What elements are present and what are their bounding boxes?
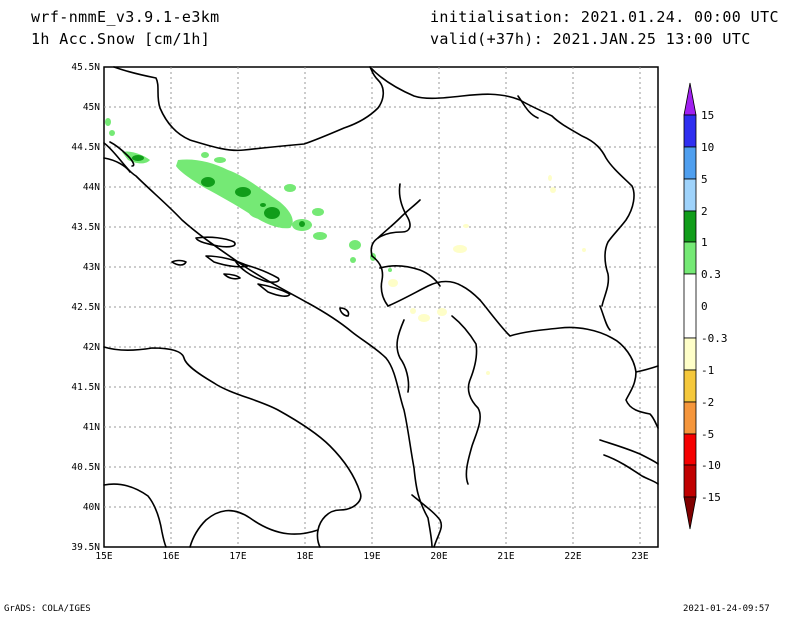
valid-time: valid(+37h): 2021.JAN.25 13:00 UTC	[430, 30, 751, 48]
colorbar-swatch	[683, 273, 697, 339]
init-time: initialisation: 2021.01.24. 00:00 UTC	[430, 8, 779, 26]
colorbar-labels: 15 10 5 2 1 0.3 0 -0.3 -1 -2 -5 -10 -15	[701, 109, 728, 504]
colorbar-label: -5	[701, 428, 714, 441]
latitude-labels: 45.5N 45N 44.5N 44N 43.5N 43N 42.5N 42N …	[71, 62, 100, 553]
colorbar-cap-bottom	[683, 496, 697, 530]
lat-label: 45N	[83, 102, 100, 113]
lon-label: 16E	[162, 551, 179, 562]
lon-label: 23E	[631, 551, 648, 562]
lon-label: 17E	[229, 551, 246, 562]
lat-label: 42N	[83, 342, 100, 353]
colorbar-label: -15	[701, 491, 721, 504]
field-title: 1h Acc.Snow [cm/1h]	[31, 30, 211, 48]
colorbar-swatch	[683, 401, 697, 435]
colorbar-swatch	[683, 146, 697, 180]
colorbar-label: 0	[701, 300, 708, 313]
colorbar-cap-top	[683, 82, 697, 116]
lat-label: 44.5N	[71, 142, 100, 153]
colorbar-label: -0.3	[701, 332, 728, 345]
lon-label: 22E	[564, 551, 581, 562]
colorbar-swatch	[683, 114, 697, 148]
lat-label: 43N	[83, 262, 100, 273]
colorbar-swatch	[683, 210, 697, 243]
model-title: wrf-nmmE_v3.9.1-e3km	[31, 8, 220, 26]
generated-timestamp: 2021-01-24-09:57	[683, 604, 770, 614]
colorbar-label: 1	[701, 236, 708, 249]
colorbar-swatch	[683, 178, 697, 212]
lat-label: 39.5N	[71, 542, 100, 553]
colorbar-label: 15	[701, 109, 714, 122]
colorbar-label: 0.3	[701, 268, 721, 281]
snow-accumulation	[105, 118, 392, 272]
lat-label: 41.5N	[71, 382, 100, 393]
lon-label: 18E	[296, 551, 313, 562]
colorbar-label: -1	[701, 364, 714, 377]
colorbar-label: 2	[701, 205, 708, 218]
colorbar-swatch	[683, 433, 697, 466]
colorbar-label: 5	[701, 173, 708, 186]
lat-label: 42.5N	[71, 302, 100, 313]
colorbar-label: 10	[701, 141, 714, 154]
colorbar-swatch	[683, 241, 697, 275]
colorbar-swatch	[683, 369, 697, 403]
lon-label: 21E	[497, 551, 514, 562]
color-bar	[683, 82, 697, 530]
grads-credit: GrADS: COLA/IGES	[4, 604, 91, 614]
lon-label: 20E	[430, 551, 447, 562]
colorbar-swatch	[683, 337, 697, 371]
lon-label: 15E	[95, 551, 112, 562]
coastlines-borders	[103, 66, 659, 548]
lon-label: 19E	[363, 551, 380, 562]
negative-values	[388, 175, 586, 375]
colorbar-label: -2	[701, 396, 714, 409]
colorbar-label: -10	[701, 459, 721, 472]
colorbar-swatch	[683, 464, 697, 498]
lat-label: 40.5N	[71, 462, 100, 473]
longitude-labels: 15E 16E 17E 18E 19E 20E 21E 22E 23E	[95, 551, 648, 562]
lat-label: 40N	[83, 502, 100, 513]
lat-label: 43.5N	[71, 222, 100, 233]
lat-label: 45.5N	[71, 62, 100, 73]
lat-label: 44N	[83, 182, 100, 193]
lat-label: 41N	[83, 422, 100, 433]
